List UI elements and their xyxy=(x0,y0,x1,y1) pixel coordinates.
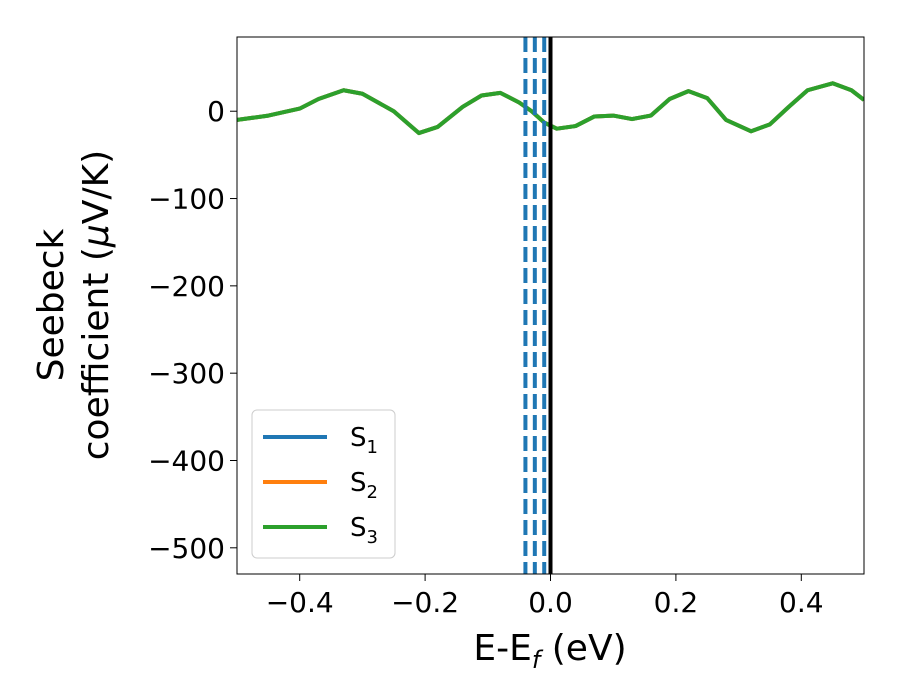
y-tick-label: −200 xyxy=(148,270,225,303)
y-axis-title-line2-pre: coefficient ( xyxy=(76,247,117,460)
x-axis-ticks: −0.4 −0.2 0.0 0.2 0.4 xyxy=(266,574,824,619)
y-tick-label: −400 xyxy=(148,444,225,477)
y-axis-title-mu: μ xyxy=(76,224,117,248)
x-axis-title-unit: (eV) xyxy=(540,628,626,669)
y-axis-title-line2-post: V/K) xyxy=(76,150,117,224)
y-axis-title-line1: Seebeck xyxy=(31,228,72,381)
x-axis-title: E-Ef (eV) xyxy=(473,628,626,674)
x-axis-title-main: E-E xyxy=(473,628,531,669)
x-tick-label: 0.4 xyxy=(779,586,824,619)
plot-area xyxy=(236,36,865,575)
series-line-s3 xyxy=(237,81,864,136)
y-tick-label: −300 xyxy=(148,357,225,390)
x-tick-label: −0.4 xyxy=(266,586,334,619)
y-tick-label: −500 xyxy=(148,532,225,565)
x-tick-label: 0.2 xyxy=(654,586,699,619)
y-axis-ticks: 0 −100 −200 −300 −400 −500 xyxy=(148,95,237,565)
series-layer xyxy=(237,81,864,136)
legend: S1 S2 S3 xyxy=(251,409,396,559)
y-tick-label: −100 xyxy=(148,183,225,216)
x-tick-label: −0.2 xyxy=(391,586,459,619)
legend-label-s2: S2 xyxy=(350,468,378,503)
vline-layer xyxy=(523,37,553,574)
y-axis-title: Seebeck coefficient (μV/K) xyxy=(31,150,117,460)
x-tick-label: 0.0 xyxy=(528,586,573,619)
y-axis-title-line2: coefficient (μV/K) xyxy=(76,150,117,460)
y-tick-label: 0 xyxy=(207,95,225,128)
legend-label-s3: S3 xyxy=(350,513,378,548)
legend-label-s1: S1 xyxy=(350,423,378,458)
